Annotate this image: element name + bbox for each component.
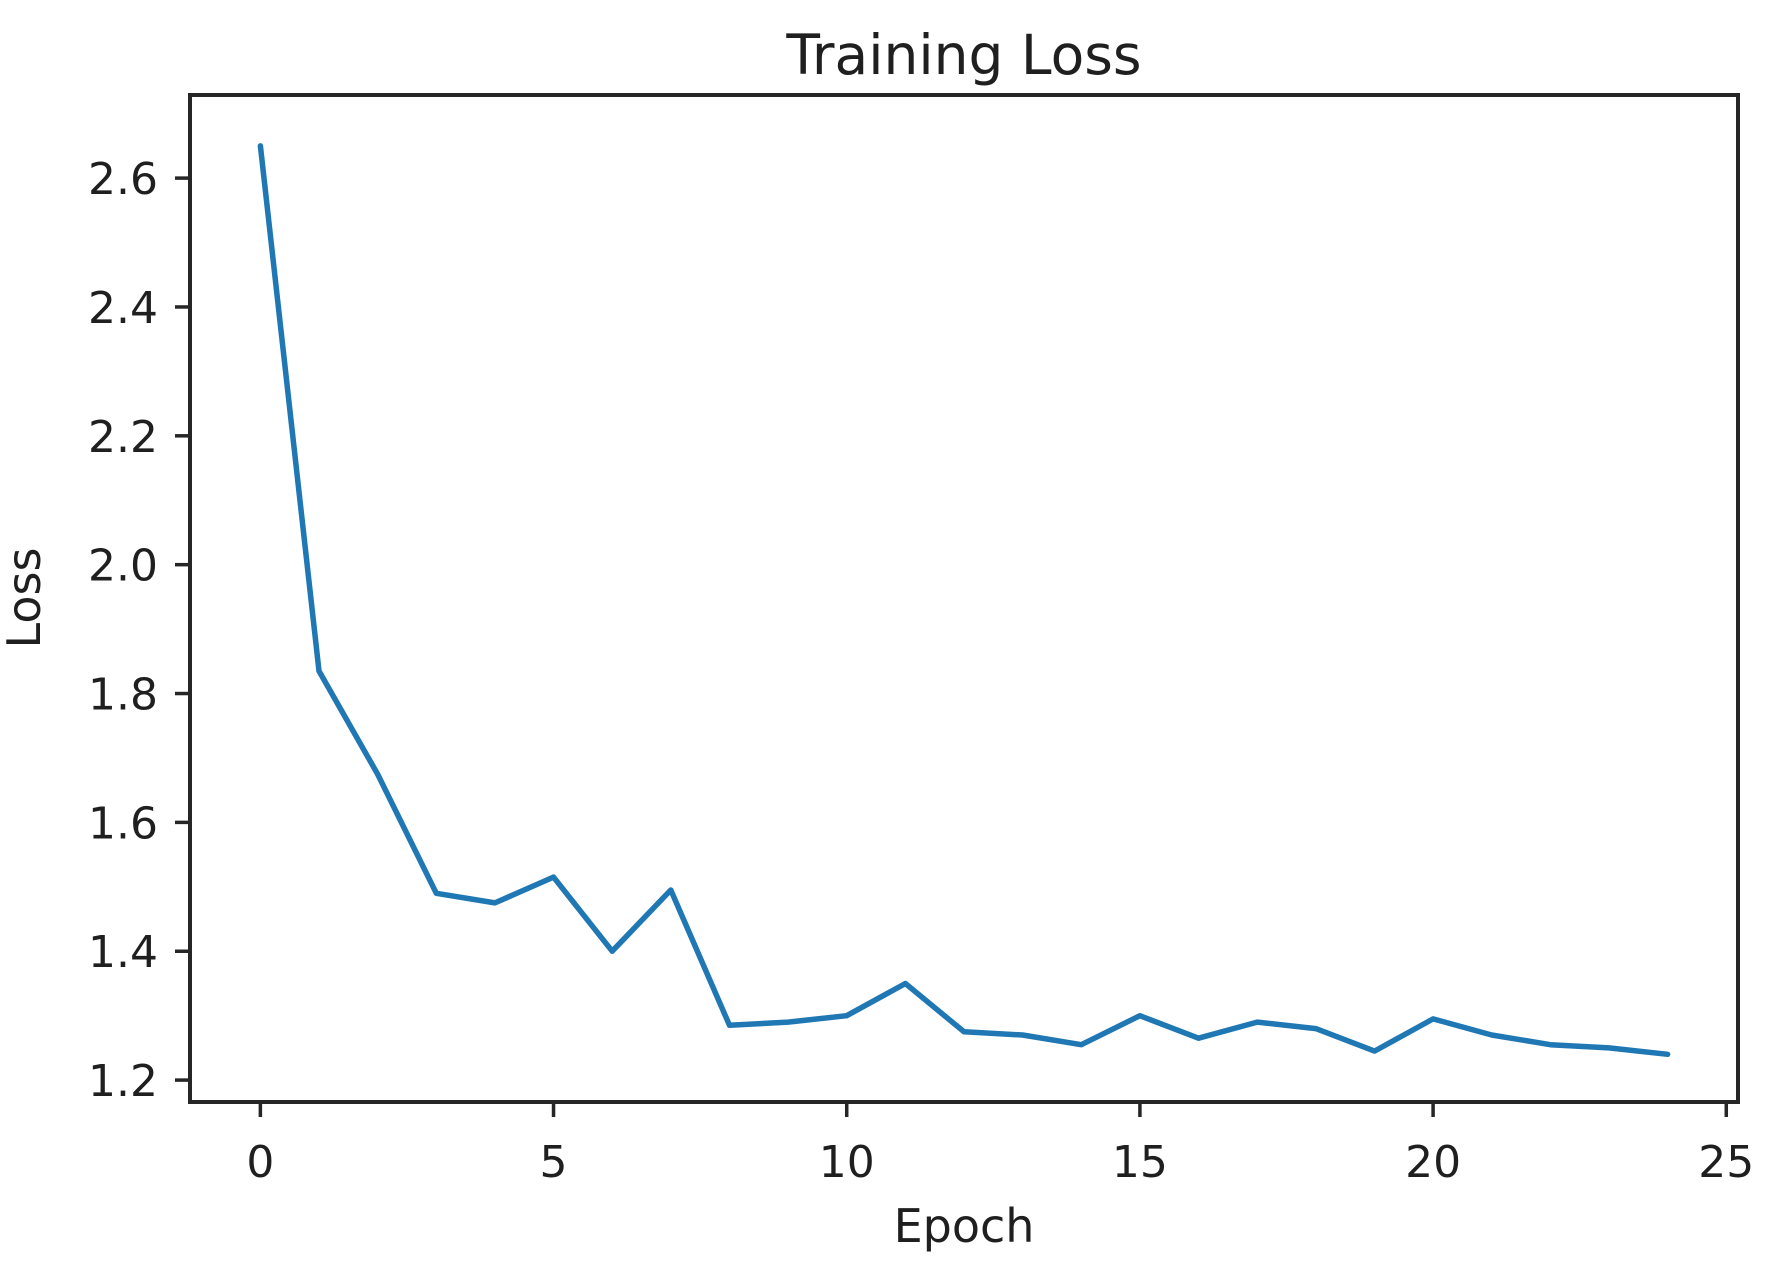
loss-line <box>257 143 1671 1058</box>
y-axis-label: Loss <box>0 548 51 649</box>
y-tick-label: 2.0 <box>88 541 158 592</box>
x-tick-label: 5 <box>540 1137 568 1188</box>
x-tick-label: 25 <box>1698 1137 1754 1188</box>
plot-border <box>188 93 1740 1104</box>
y-tick-label: 2.6 <box>88 154 158 205</box>
plot-area: 0 5 10 15 20 25 1.2 1.4 1.6 1.8 2.0 2.2 2.4 2.6 <box>88 93 1754 1188</box>
y-tick-label: 1.8 <box>88 670 158 721</box>
y-tick-label: 2.2 <box>88 412 158 463</box>
x-axis-label: Epoch <box>894 1199 1035 1253</box>
x-tick-label: 15 <box>1112 1137 1168 1188</box>
y-tick-label: 1.4 <box>88 927 158 978</box>
chart-title: Training Loss <box>785 23 1141 87</box>
x-tick-label: 10 <box>819 1137 875 1188</box>
x-tick-label: 20 <box>1405 1137 1461 1188</box>
y-tick-label: 1.6 <box>88 798 158 849</box>
y-tick-label: 2.4 <box>88 283 158 334</box>
y-tick-label: 1.2 <box>88 1056 158 1107</box>
x-tick-label: 0 <box>246 1137 274 1188</box>
